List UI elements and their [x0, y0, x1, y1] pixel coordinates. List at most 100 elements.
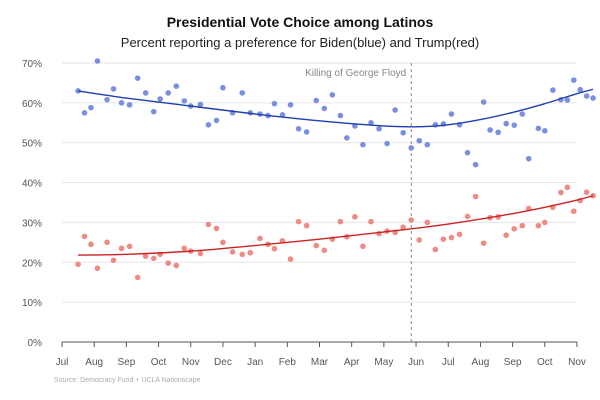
- biden-data-point: [550, 87, 556, 93]
- x-tick-label: Jan: [247, 357, 263, 368]
- biden-data-point: [392, 107, 398, 113]
- trump-data-point: [104, 239, 110, 246]
- biden-data-point: [577, 86, 584, 93]
- trump-data-point: [570, 208, 577, 215]
- trump-data-point: [456, 231, 463, 238]
- biden-data-point: [400, 129, 406, 136]
- biden-data-point: [75, 88, 81, 94]
- trump-data-point: [408, 217, 415, 223]
- y-tick-label: 50%: [22, 139, 42, 150]
- trump-data-point: [424, 219, 431, 226]
- x-tick-label: Mar: [311, 357, 329, 368]
- biden-data-point: [570, 77, 577, 83]
- biden-data-point: [81, 110, 88, 116]
- x-tick-label: Jul: [56, 357, 69, 368]
- biden-data-point: [472, 161, 479, 168]
- biden-data-point: [583, 93, 590, 99]
- biden-data-point: [337, 112, 344, 119]
- biden-data-point: [181, 98, 188, 104]
- biden-data-point: [142, 90, 149, 96]
- trump-data-point: [519, 222, 526, 229]
- trump-data-point: [94, 265, 101, 272]
- y-tick-label: 0%: [28, 338, 43, 349]
- biden-data-point: [511, 122, 518, 128]
- biden-data-point: [213, 117, 220, 124]
- biden-data-point: [104, 96, 110, 103]
- x-tick-label: Sep: [117, 357, 135, 368]
- y-tick-label: 70%: [22, 59, 42, 70]
- x-tick-label: May: [374, 357, 393, 368]
- trump-data-point: [448, 234, 455, 241]
- trump-data-point: [81, 233, 88, 240]
- biden-data-point: [495, 129, 501, 136]
- gridlines: [62, 62, 577, 343]
- trend-lines: [77, 88, 594, 256]
- biden-data-point: [118, 100, 125, 106]
- trump-data-point: [480, 240, 487, 246]
- trump-data-point: [564, 184, 571, 191]
- chart-title: Presidential Vote Choice among Latinos: [167, 14, 434, 30]
- x-tick-label: Oct: [537, 357, 553, 368]
- biden-data-point: [110, 86, 117, 92]
- biden-data-point: [271, 100, 278, 107]
- biden-data-point: [197, 101, 204, 108]
- biden-data-point: [295, 125, 302, 132]
- x-tick-label: Aug: [472, 357, 490, 368]
- biden-data-point: [519, 111, 526, 117]
- biden-data-point: [165, 90, 172, 96]
- biden-data-point: [408, 145, 415, 151]
- george-floyd-annotation-label: Killing of George Floyd: [305, 68, 406, 79]
- biden-data-point: [239, 90, 246, 96]
- trump-data-point: [75, 261, 81, 268]
- biden-data-point: [150, 108, 157, 115]
- trump-data-point: [303, 222, 310, 229]
- biden-data-point: [384, 140, 390, 147]
- trump-data-point: [257, 235, 263, 242]
- y-tick-label: 30%: [22, 218, 42, 229]
- trump-data-point: [181, 245, 188, 252]
- biden-data-point: [94, 58, 101, 64]
- trump-data-point: [321, 247, 328, 254]
- trump-data-point: [511, 226, 518, 232]
- trump-data-point: [239, 251, 246, 258]
- biden-data-point: [313, 97, 320, 104]
- data-points: [75, 58, 596, 281]
- trump-data-point: [229, 249, 236, 255]
- trump-data-point: [110, 257, 117, 264]
- biden-data-point: [480, 99, 487, 105]
- trump-data-point: [368, 218, 374, 225]
- trump-data-point: [134, 274, 141, 281]
- trump-data-point: [118, 245, 125, 252]
- biden-data-point: [287, 102, 294, 108]
- x-tick-label: Jun: [408, 357, 424, 368]
- chart-subtitle: Percent reporting a preference for Biden…: [121, 35, 479, 50]
- trump-data-point: [213, 225, 220, 232]
- source-note: Source: Democracy Fund + UCLA Nationscap…: [54, 377, 201, 384]
- y-axis-ticks: 0% 10% 20% 30% 40% 50% 60% 70%: [22, 59, 42, 349]
- biden-data-point: [220, 84, 226, 91]
- trump-data-point: [295, 218, 302, 225]
- trump-data-point: [558, 189, 564, 196]
- biden-data-point: [344, 135, 350, 141]
- biden-data-point: [205, 121, 212, 128]
- trump-data-point: [220, 239, 226, 246]
- trump-data-point: [247, 249, 254, 256]
- trump-data-point: [271, 245, 278, 252]
- biden-data-point: [368, 119, 374, 126]
- trump-data-point: [313, 242, 320, 249]
- trump-data-point: [583, 189, 590, 195]
- biden-data-point: [173, 83, 180, 89]
- trump-data-point: [165, 260, 172, 266]
- biden-data-point: [360, 141, 366, 148]
- trump-data-point: [464, 213, 471, 220]
- trump-data-point: [126, 243, 133, 250]
- trump-data-point: [142, 253, 149, 260]
- biden-data-point: [303, 129, 310, 135]
- biden-data-point: [464, 149, 471, 156]
- trump-data-point: [88, 241, 94, 248]
- trump-data-point: [472, 193, 479, 200]
- trump-trend-line: [78, 195, 594, 256]
- y-tick-label: 40%: [22, 179, 42, 190]
